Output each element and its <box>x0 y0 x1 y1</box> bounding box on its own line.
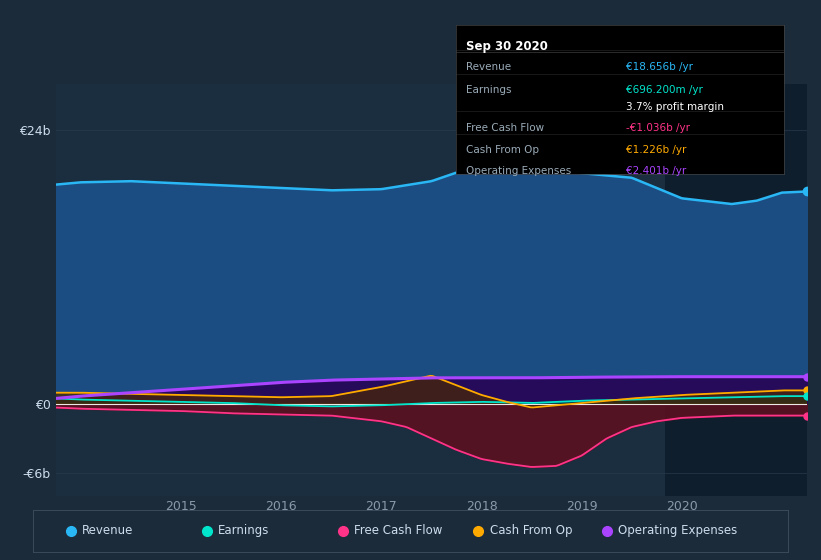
Text: Free Cash Flow: Free Cash Flow <box>466 123 544 133</box>
Text: Sep 30 2020: Sep 30 2020 <box>466 40 548 53</box>
Text: Revenue: Revenue <box>466 62 511 72</box>
Text: Operating Expenses: Operating Expenses <box>466 166 571 176</box>
Text: €696.200m /yr: €696.200m /yr <box>626 85 704 95</box>
Bar <box>665 84 807 496</box>
Text: Revenue: Revenue <box>82 524 133 537</box>
Text: €1.226b /yr: €1.226b /yr <box>626 146 687 156</box>
Text: Earnings: Earnings <box>466 85 511 95</box>
Text: Operating Expenses: Operating Expenses <box>618 524 737 537</box>
Text: €18.656b /yr: €18.656b /yr <box>626 62 694 72</box>
Text: Cash From Op: Cash From Op <box>466 146 539 156</box>
Text: Free Cash Flow: Free Cash Flow <box>354 524 443 537</box>
Text: -€1.036b /yr: -€1.036b /yr <box>626 123 690 133</box>
Text: Cash From Op: Cash From Op <box>490 524 572 537</box>
Text: €2.401b /yr: €2.401b /yr <box>626 166 686 176</box>
Text: Earnings: Earnings <box>218 524 269 537</box>
Text: 3.7% profit margin: 3.7% profit margin <box>626 102 724 113</box>
